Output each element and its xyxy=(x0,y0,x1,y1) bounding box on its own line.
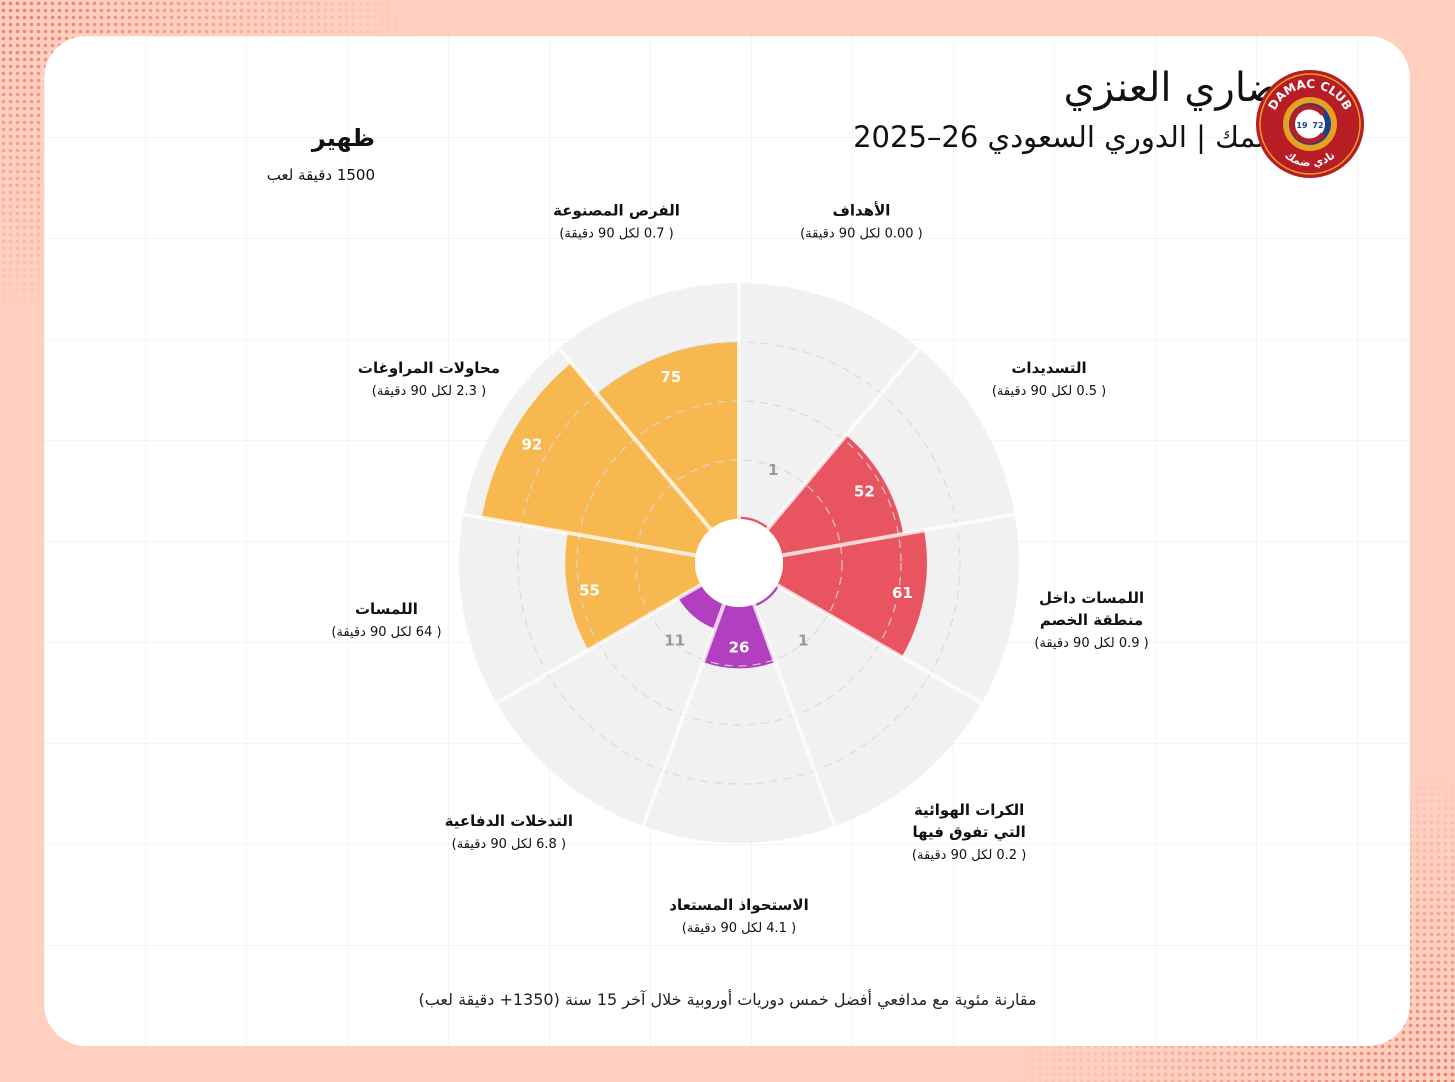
category-value: ( 64 لكل 90 دقيقة) xyxy=(331,625,441,640)
bar-defending xyxy=(702,604,776,669)
position-box: ظهير 1500 دقيقة لعب xyxy=(200,122,375,186)
percentile-label: 11 xyxy=(664,632,685,650)
category-value: ( 0.9 لكل 90 دقيقة) xyxy=(1034,636,1148,651)
club-league-season: ضمك | الدوري السعودي 2025–26 xyxy=(853,118,1281,156)
category-name: الفرص المصنوعة xyxy=(553,202,680,220)
logo-bottom-text: نادي ضمك xyxy=(1282,148,1337,169)
slice-divider xyxy=(495,583,702,705)
percentile-label: 92 xyxy=(521,435,542,453)
category-name: الكرات الهوائية xyxy=(914,801,1024,819)
category-label: الكرات الهوائية التي تفوق فيها ( 0.2 لكل 9… xyxy=(912,801,1026,863)
percentile-label: 1 xyxy=(798,632,808,650)
bar-defending xyxy=(678,585,724,629)
category-name: اللمسات داخل xyxy=(1039,589,1144,607)
category-name: اللمسات xyxy=(355,600,418,618)
slice-background xyxy=(754,585,982,827)
slice-divider xyxy=(781,512,1016,558)
category-value: ( 4.1 لكل 90 دقيقة) xyxy=(682,921,796,936)
category-label: محاولات المراوغات ( 2.3 لكل 90 دقيقة) xyxy=(358,359,500,399)
category-value: ( 0.2 لكل 90 دقيقة) xyxy=(912,848,1026,863)
category-value: ( 0.7 لكل 90 دقيقة) xyxy=(559,227,673,242)
separator: | xyxy=(1186,120,1206,154)
category-label: التسديدات ( 0.5 لكل 90 دقيقة) xyxy=(992,359,1106,399)
category-value: ( 6.8 لكل 90 دقيقة) xyxy=(452,837,566,852)
logo-year-right: 72 xyxy=(1312,121,1323,130)
bar-attacking xyxy=(777,530,927,657)
slice-divider xyxy=(765,347,921,531)
category-label: الفرص المصنوعة ( 0.7 لكل 90 دقيقة) xyxy=(553,202,680,242)
category-label: الاستحواذ المستعاد ( 4.1 لكل 90 دقيقة) xyxy=(669,896,808,936)
category-label: اللمسات ( 64 لكل 90 دقيقة) xyxy=(331,600,441,640)
position-label: ظهير xyxy=(311,124,375,152)
category-name: الاستحواذ المستعاد xyxy=(669,896,808,914)
chart-center xyxy=(695,519,783,607)
logo-year-left: 19 xyxy=(1296,121,1308,130)
slice-divider xyxy=(752,603,837,827)
bar-possession xyxy=(596,342,739,530)
slice-background xyxy=(739,283,919,530)
category-name: التسديدات xyxy=(1011,359,1086,377)
category-label: الأهداف ( 0.00 لكل 90 دقيقة) xyxy=(800,202,923,242)
category-name: التدخلات الدفاعية xyxy=(445,812,573,830)
percentile-label: 1 xyxy=(768,461,778,479)
category-value: ( 0.5 لكل 90 دقيقة) xyxy=(992,384,1106,399)
footer-note: مقارنة مئوية مع مدافعي أفضل خمس دوريات أ… xyxy=(418,990,1037,1009)
slice-divider xyxy=(776,583,983,705)
category-label: التدخلات الدفاعية ( 6.8 لكل 90 دقيقة) xyxy=(445,812,573,852)
category-value: ( 0.00 لكل 90 دقيقة) xyxy=(800,227,923,242)
category-name: محاولات المراوغات xyxy=(358,359,500,377)
club-logo: DAMAC CLUB نادي ضمك 19 72 xyxy=(1256,70,1364,178)
logo-c-mark xyxy=(1289,104,1326,144)
bar-defending xyxy=(754,585,780,607)
minutes-played: 1500 دقيقة لعب xyxy=(266,166,375,184)
percentile-label: 52 xyxy=(854,483,875,501)
category-value: ( 2.3 لكل 90 دقيقة) xyxy=(372,384,486,399)
category-name: التي تفوق فيها xyxy=(912,823,1025,841)
category-name: الأهداف xyxy=(832,202,890,220)
bar-possession xyxy=(565,532,701,650)
slice-divider xyxy=(641,603,726,827)
percentile-label: 61 xyxy=(892,584,913,602)
slice-background xyxy=(643,604,835,843)
header: ضاري العنزي ضمك | الدوري السعودي 2025–26 xyxy=(853,62,1281,156)
percentile-label: 55 xyxy=(579,581,600,599)
category-name: منطقة الخصم xyxy=(1040,611,1143,629)
bar-possession xyxy=(481,362,711,556)
percentile-label: 75 xyxy=(661,368,682,386)
league-name: الدوري السعودي xyxy=(987,120,1187,154)
percentile-label: 26 xyxy=(729,638,750,656)
slice-background xyxy=(496,585,724,827)
slice-divider xyxy=(462,512,697,558)
player-name: ضاري العنزي xyxy=(1063,65,1281,111)
category-label: اللمسات داخل منطقة الخصم ( 0.9 لكل 90 دقيق… xyxy=(1034,589,1148,651)
slice-divider xyxy=(557,347,713,531)
bar-attacking xyxy=(767,435,904,556)
grid-ring xyxy=(635,459,843,667)
season: 2025–26 xyxy=(853,120,979,154)
